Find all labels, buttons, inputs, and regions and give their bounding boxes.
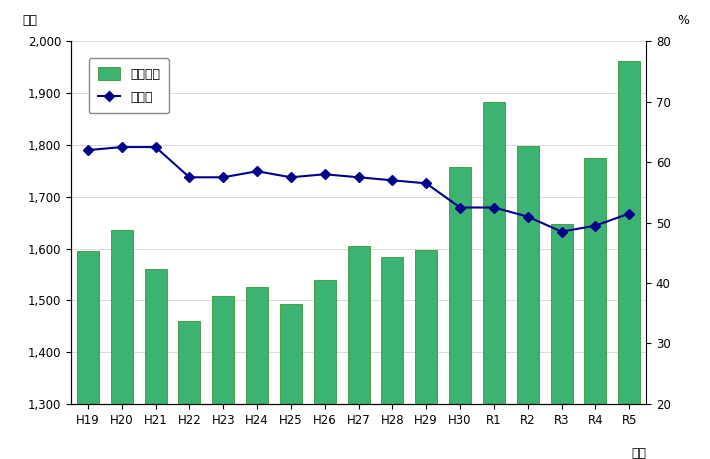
Bar	[449, 167, 471, 459]
Bar	[348, 246, 369, 459]
Bar	[145, 269, 167, 459]
Text: 億円: 億円	[22, 14, 37, 27]
Bar	[483, 102, 505, 459]
Text: 年度: 年度	[631, 448, 646, 459]
Bar	[212, 296, 234, 459]
Bar	[381, 257, 403, 459]
Bar	[550, 224, 572, 459]
Bar	[246, 287, 268, 459]
Bar	[280, 304, 302, 459]
Text: %: %	[678, 14, 689, 27]
Bar	[584, 158, 606, 459]
Bar	[111, 230, 133, 459]
Legend: 自主財源, 構成比: 自主財源, 構成比	[89, 58, 169, 113]
Bar	[77, 251, 99, 459]
Bar	[618, 61, 640, 459]
Bar	[314, 280, 336, 459]
Bar	[517, 146, 539, 459]
Bar	[178, 321, 200, 459]
Bar	[415, 250, 437, 459]
